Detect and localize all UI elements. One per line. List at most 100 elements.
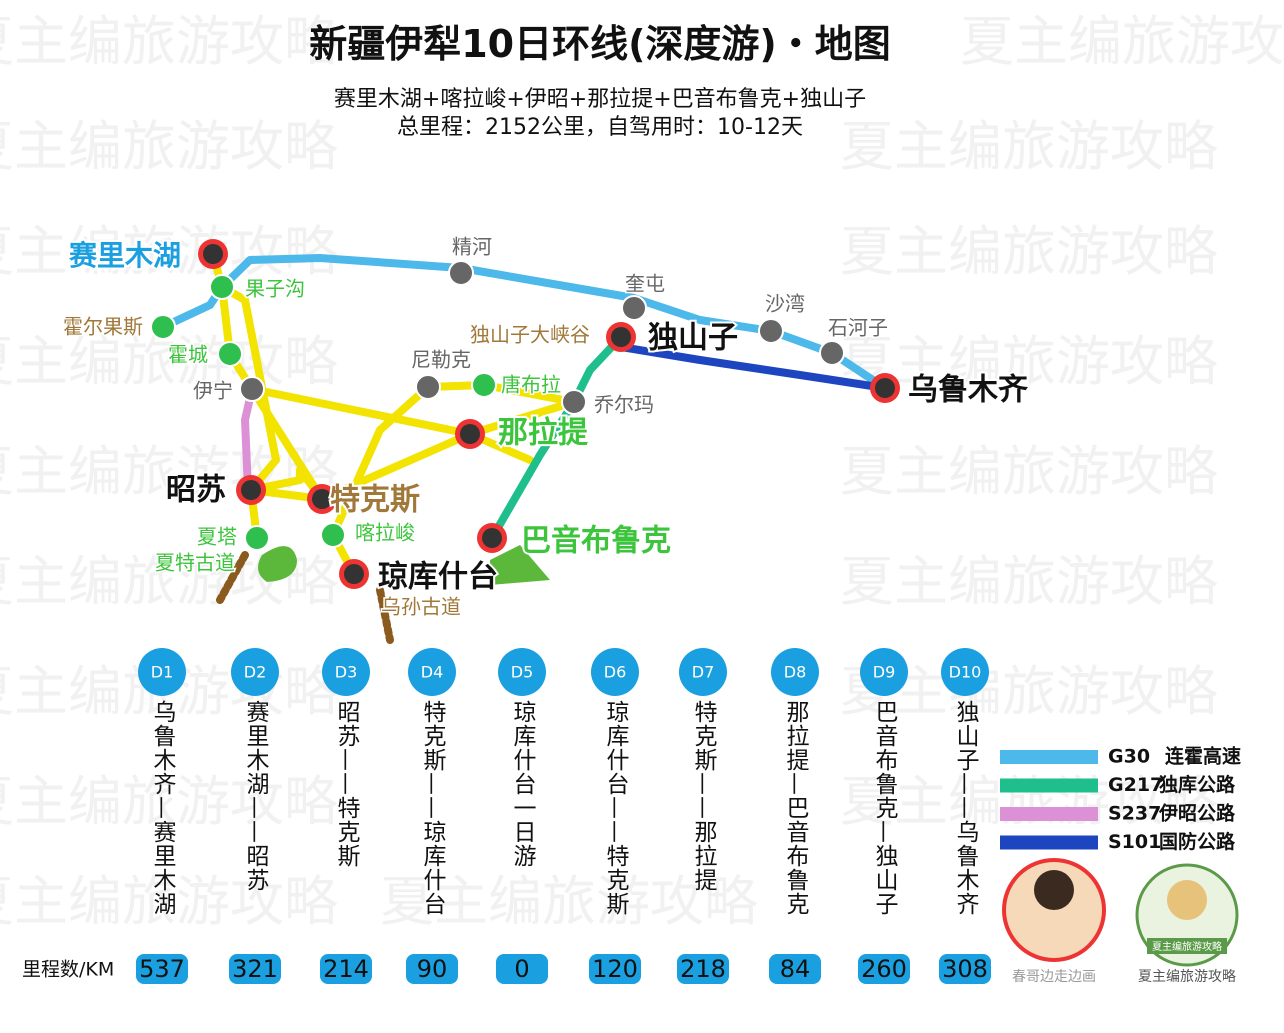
km-badge [858,954,910,984]
legend-code: S237 [1108,803,1161,825]
watermark: 夏主编旅游攻略 [840,220,1218,283]
watermark: 夏主编旅游攻略 [380,870,758,933]
km-value: 260 [861,955,907,983]
legend-swatch [1000,750,1098,764]
town-dot [415,374,441,400]
scenic-dot [217,341,243,367]
town-dot [561,389,587,415]
place-label: 昭苏 [166,473,226,508]
km-badge [589,954,641,984]
city-dot-core [203,244,223,264]
town-dot [239,376,265,402]
place-label: 精河 [452,235,492,259]
km-value: 120 [592,955,638,983]
itinerary: 里程数/KM D1 537 D2 321 D3 214 D4 90 D5 0 D6 120 D7 218 D8… [22,648,991,984]
meadow [258,546,297,582]
road-s101 [617,343,889,392]
km-badge [939,954,991,984]
watermark: 夏主编旅游攻略 [0,330,338,393]
scenic-dot [471,372,497,398]
title: 新疆伊犁10日环线(深度游)・地图 [309,22,891,66]
day-label: D6 [604,663,627,682]
legend-name: 独库公路 [1159,773,1236,796]
subtitle: 赛里木湖+喀拉峻+伊昭+那拉提+巴音布鲁克+独山子 [334,87,866,112]
route-text: 昭苏——特克斯 [333,700,359,868]
day-label: D2 [244,663,267,682]
day-badge [138,648,186,696]
place-label: 唐布拉 [501,373,561,397]
watermark: 夏主编旅游攻略 [0,770,338,833]
route-text: 巴音布鲁克—独山子 [871,700,897,916]
summary: 总里程：2152公里，自驾用时：10-12天 [397,115,803,140]
legend-name: 连霍高速 [1165,745,1241,768]
place-label: 石河子 [828,316,888,340]
route-text: 那拉提—巴音布鲁克 [782,700,808,916]
place-label: 果子沟 [245,277,305,301]
day-label: D5 [511,663,534,682]
city-dot-core [460,424,480,444]
legend-swatch [1000,778,1098,793]
watermarks: 夏主编旅游攻略夏主编旅游攻略夏主编旅游攻略夏主编旅游攻略夏主编旅游攻略夏主编旅游… [0,10,1284,933]
watermark: 夏主编旅游攻略 [840,440,1218,503]
day-label: D10 [949,663,982,682]
watermark: 夏主编旅游攻略 [960,10,1284,73]
scenic-dot [244,525,270,551]
legend-code: G217 [1108,774,1163,796]
city-dot-core [312,489,332,509]
place-label: 夏特古道 [155,551,235,575]
route-text: 琼库什台——特克斯 [602,700,628,916]
watermark: 夏主编旅游攻略 [0,220,338,283]
meadow [490,545,550,585]
distance-label: 里程数/KM [22,959,114,981]
day-badge [860,648,908,696]
watermark: 夏主编旅游攻略 [840,550,1218,613]
logo-banner [1147,938,1227,954]
km-value: 308 [942,955,988,983]
place-label: 霍城 [168,343,208,367]
watermark: 夏主编旅游攻略 [0,870,338,933]
place-label: 乌鲁木齐 [908,373,1028,408]
day-badge [679,648,727,696]
km-value: 214 [323,955,369,983]
day-label: D9 [873,663,896,682]
km-badge [229,954,281,984]
km-badge [496,954,548,984]
legend-swatch [1000,807,1098,821]
place-label: 沙湾 [765,292,805,316]
km-badge [136,954,188,984]
km-badge [320,954,372,984]
place-label: 奎屯 [625,272,665,296]
place-label: 巴音布鲁克 [521,524,671,559]
place-label: 伊宁 [193,379,233,403]
legend-name: 伊昭公路 [1158,802,1236,825]
credits: 夏主编旅游攻略 春哥边走边画 夏主编旅游攻略 [1002,858,1239,985]
legend-code: G30 [1108,746,1150,768]
day-badge [408,648,456,696]
legend-name: 国防公路 [1159,830,1236,853]
place-label: 独山子大峡谷 [470,323,590,347]
credit-caption: 春哥边走边画 [1012,969,1096,985]
city-dot-core [241,480,261,500]
logo-text: 夏主编旅游攻略 [1152,940,1222,953]
watermark: 夏主编旅游攻略 [0,115,338,178]
place-label: 霍尔果斯 [63,315,143,339]
place-label: 乌孙古道 [381,595,461,619]
town-dot [448,260,474,286]
city-dot-core [611,327,631,347]
city-dot-core [344,564,364,584]
day-label: D1 [151,663,174,682]
day-badge [941,648,989,696]
route-text: 特克斯——那拉提 [690,700,716,892]
credit-caption: 夏主编旅游攻略 [1138,969,1236,985]
day-badge [231,648,279,696]
day-label: D3 [335,663,358,682]
scenic-dot [150,314,176,340]
km-value: 90 [417,955,448,983]
city-dot-core [482,528,502,548]
legend-swatch [1000,835,1098,850]
km-value: 0 [514,955,529,983]
